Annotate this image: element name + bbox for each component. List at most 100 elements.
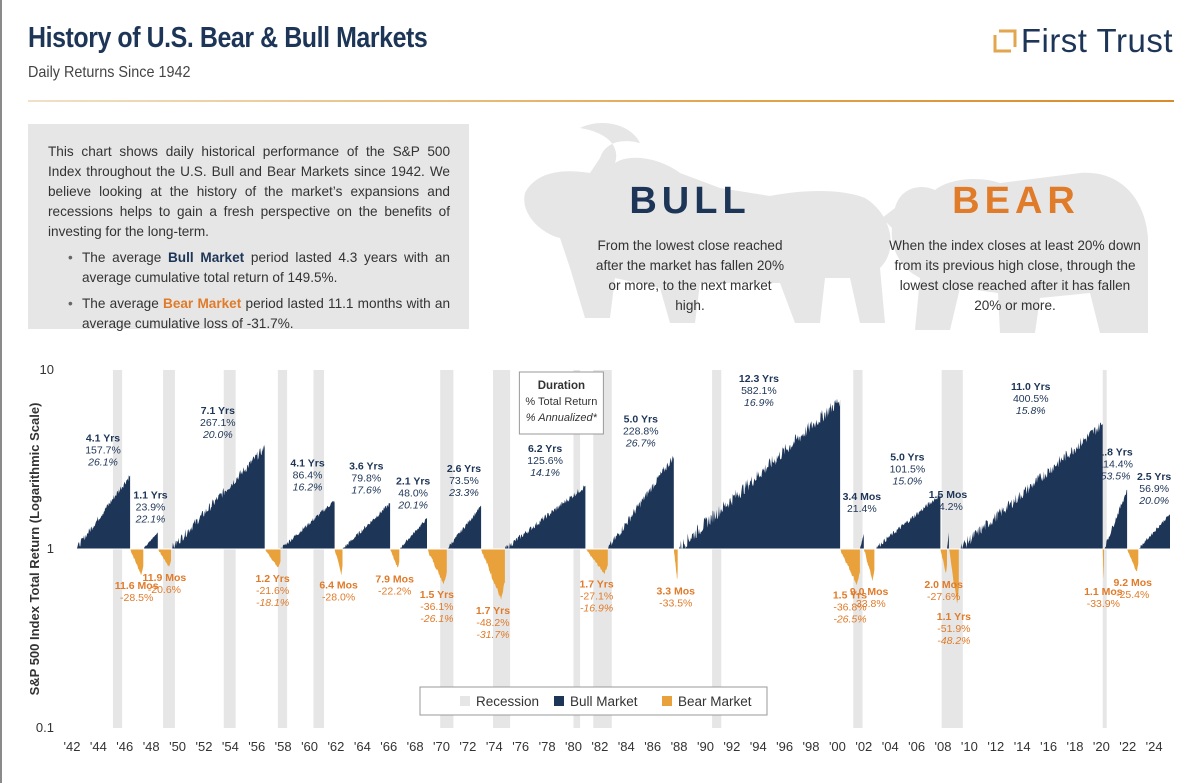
x-tick-label: '08 [935, 739, 952, 754]
x-tick-label: '06 [908, 739, 925, 754]
x-tick-label: '42 [64, 739, 81, 754]
bull-duration-label: 4.1 Yrs [86, 432, 120, 444]
bull-return-label: 23.9% [136, 501, 166, 513]
bull-duration-label: 2.6 Yrs [447, 463, 481, 475]
bull-market-area [607, 455, 674, 549]
bear-duration-label: 1.5 Yrs [833, 590, 867, 602]
x-tick-label: '72 [459, 739, 476, 754]
bear-return-label: -36.8% [833, 602, 866, 614]
bull-market-area [1104, 489, 1128, 549]
bear-duration-label: 6.4 Mos [319, 580, 358, 592]
bull-bear-illustration [524, 123, 1148, 333]
market-label: 1.5 Yrs -36.8% -26.5% [833, 590, 867, 626]
x-tick-label: '64 [354, 739, 371, 754]
bear-duration-label: 2.0 Mos [924, 579, 963, 591]
bull-annualized-label: 23.3% [448, 487, 479, 499]
x-tick-label: '78 [539, 739, 556, 754]
bull-return-label: 582.1% [741, 385, 777, 397]
x-tick-label: '00 [829, 739, 846, 754]
market-label: 1.8 Yrs 114.4% 53.5% [1098, 447, 1133, 483]
left-edge-rule [0, 0, 2, 783]
market-label: 2.1 Yrs 48.0% 20.1% [396, 476, 430, 512]
brand-square-icon [993, 29, 1017, 53]
bear-market-area [427, 549, 447, 585]
bull-annualized-label: 15.0% [892, 476, 922, 488]
market-label: 5.0 Yrs 101.5% 15.0% [890, 452, 926, 488]
bull-duration-label: 2.1 Yrs [396, 476, 430, 488]
bear-market-area [1102, 549, 1104, 579]
market-label: 1.1 Yrs 23.9% 22.1% [133, 489, 167, 525]
legend-swatch [662, 696, 672, 706]
bull-market-area [504, 485, 586, 549]
market-label: 1.2 Yrs -21.6% -18.1% [255, 573, 289, 609]
market-label: 11.0 Yrs 400.5% 15.8% [1011, 381, 1051, 417]
market-label: 9.0 Mos -33.8% [850, 586, 889, 610]
bull-return-label: 157.7% [85, 444, 121, 456]
legend-label: Bear Market [678, 694, 752, 709]
bear-return-label: -27.6% [927, 591, 960, 603]
market-label: 11.6 Mos -28.5% [115, 580, 159, 604]
bull-return-label: 228.8% [623, 425, 659, 437]
bull-return-label: 73.5% [449, 475, 479, 487]
bull-market-area [280, 500, 335, 549]
x-tick-label: '84 [618, 739, 635, 754]
bull-duration-label: 1.8 Yrs [1098, 447, 1132, 459]
bull-duration-label: 11.0 Yrs [1011, 381, 1051, 393]
bear-return-label: -51.9% [937, 623, 970, 635]
x-tick-label: '68 [407, 739, 424, 754]
market-label: 12.3 Yrs 582.1% 16.9% [739, 373, 779, 409]
market-label: 1.7 Yrs -48.2% -31.7% [476, 605, 510, 641]
bull-duration-label: 1.5 Mos [929, 489, 968, 501]
bear-duration-label: 11.6 Mos [115, 580, 159, 592]
bear-return-label: -48.2% [476, 617, 509, 629]
bull-return-label: 48.0% [398, 488, 428, 500]
bear-duration-label: 11.9 Mos [142, 572, 186, 584]
bull-market-area [171, 444, 265, 549]
x-tick-label: '70 [433, 739, 450, 754]
x-tick-label: '48 [143, 739, 160, 754]
market-label: 3.6 Yrs 79.8% 17.6% [349, 460, 383, 496]
bull-bear-chart: 4.1 Yrs 157.7% 26.1%1.1 Yrs 23.9% 22.1%7.1 Y… [27, 362, 1171, 754]
key-box-frame [518, 371, 604, 435]
bull-market-area [1138, 514, 1170, 549]
bear-silhouette-icon [882, 172, 1148, 333]
bull-market-area [342, 503, 391, 549]
bear-return-label: -20.6% [148, 584, 181, 596]
x-tick-label: '86 [644, 739, 661, 754]
bear-duration-label: 1.2 Yrs [255, 573, 289, 585]
bear-annualized-label: -26.5% [833, 614, 866, 626]
market-label: 1.1 Mos -33.9% [1084, 586, 1123, 610]
chart-axes: 10 1 0.1 S&P 500 Index Total Return (Logari… [27, 362, 1163, 754]
bull-annualized-label: 20.0% [202, 429, 233, 441]
bear-annualized-label: -18.1% [256, 597, 289, 609]
bull-duration-label: 4.1 Yrs [290, 458, 324, 470]
x-tick-label: '22 [1119, 739, 1136, 754]
bear-return-label: -27.1% [580, 591, 613, 603]
x-tick-label: '44 [90, 739, 107, 754]
y-axis-label: S&P 500 Index Total Return (Logarithmic … [27, 403, 42, 696]
bull-annualized-label: 20.1% [397, 500, 428, 512]
bear-market-area [334, 549, 343, 576]
bull-annualized-label: 15.8% [1016, 405, 1046, 417]
bull-annualized-label: 17.6% [351, 484, 381, 496]
x-tick-label: '88 [671, 739, 688, 754]
bull-duration-label: 5.0 Yrs [624, 413, 658, 425]
bear-annualized-label: -26.1% [420, 613, 453, 625]
market-label: 7.1 Yrs 267.1% 20.0% [200, 405, 236, 441]
bull-return-label: 114.4% [1098, 459, 1133, 471]
bear-market-area [1127, 549, 1139, 572]
bull-duration-label: 12.3 Yrs [739, 373, 779, 385]
bull-duration-label: 5.0 Yrs [890, 452, 924, 464]
bear-average-bullet: The average Bear Market period lasted 11… [68, 294, 450, 334]
market-label: 1.5 Mos 24.2% [929, 489, 968, 513]
bear-return-label: -36.1% [420, 601, 453, 613]
bull-return-label: 79.8% [351, 472, 381, 484]
bear-duration-label: 9.2 Mos [1113, 577, 1152, 589]
bear-annualized-label: -48.2% [937, 635, 970, 647]
bear-duration-label: 1.1 Yrs [937, 611, 971, 623]
brand-logo: First Trust [993, 22, 1173, 60]
legend-swatch [554, 696, 564, 706]
bear-duration-label: 1.7 Yrs [476, 605, 510, 617]
bear-market-area [585, 549, 608, 574]
x-tick-label: '98 [803, 739, 820, 754]
